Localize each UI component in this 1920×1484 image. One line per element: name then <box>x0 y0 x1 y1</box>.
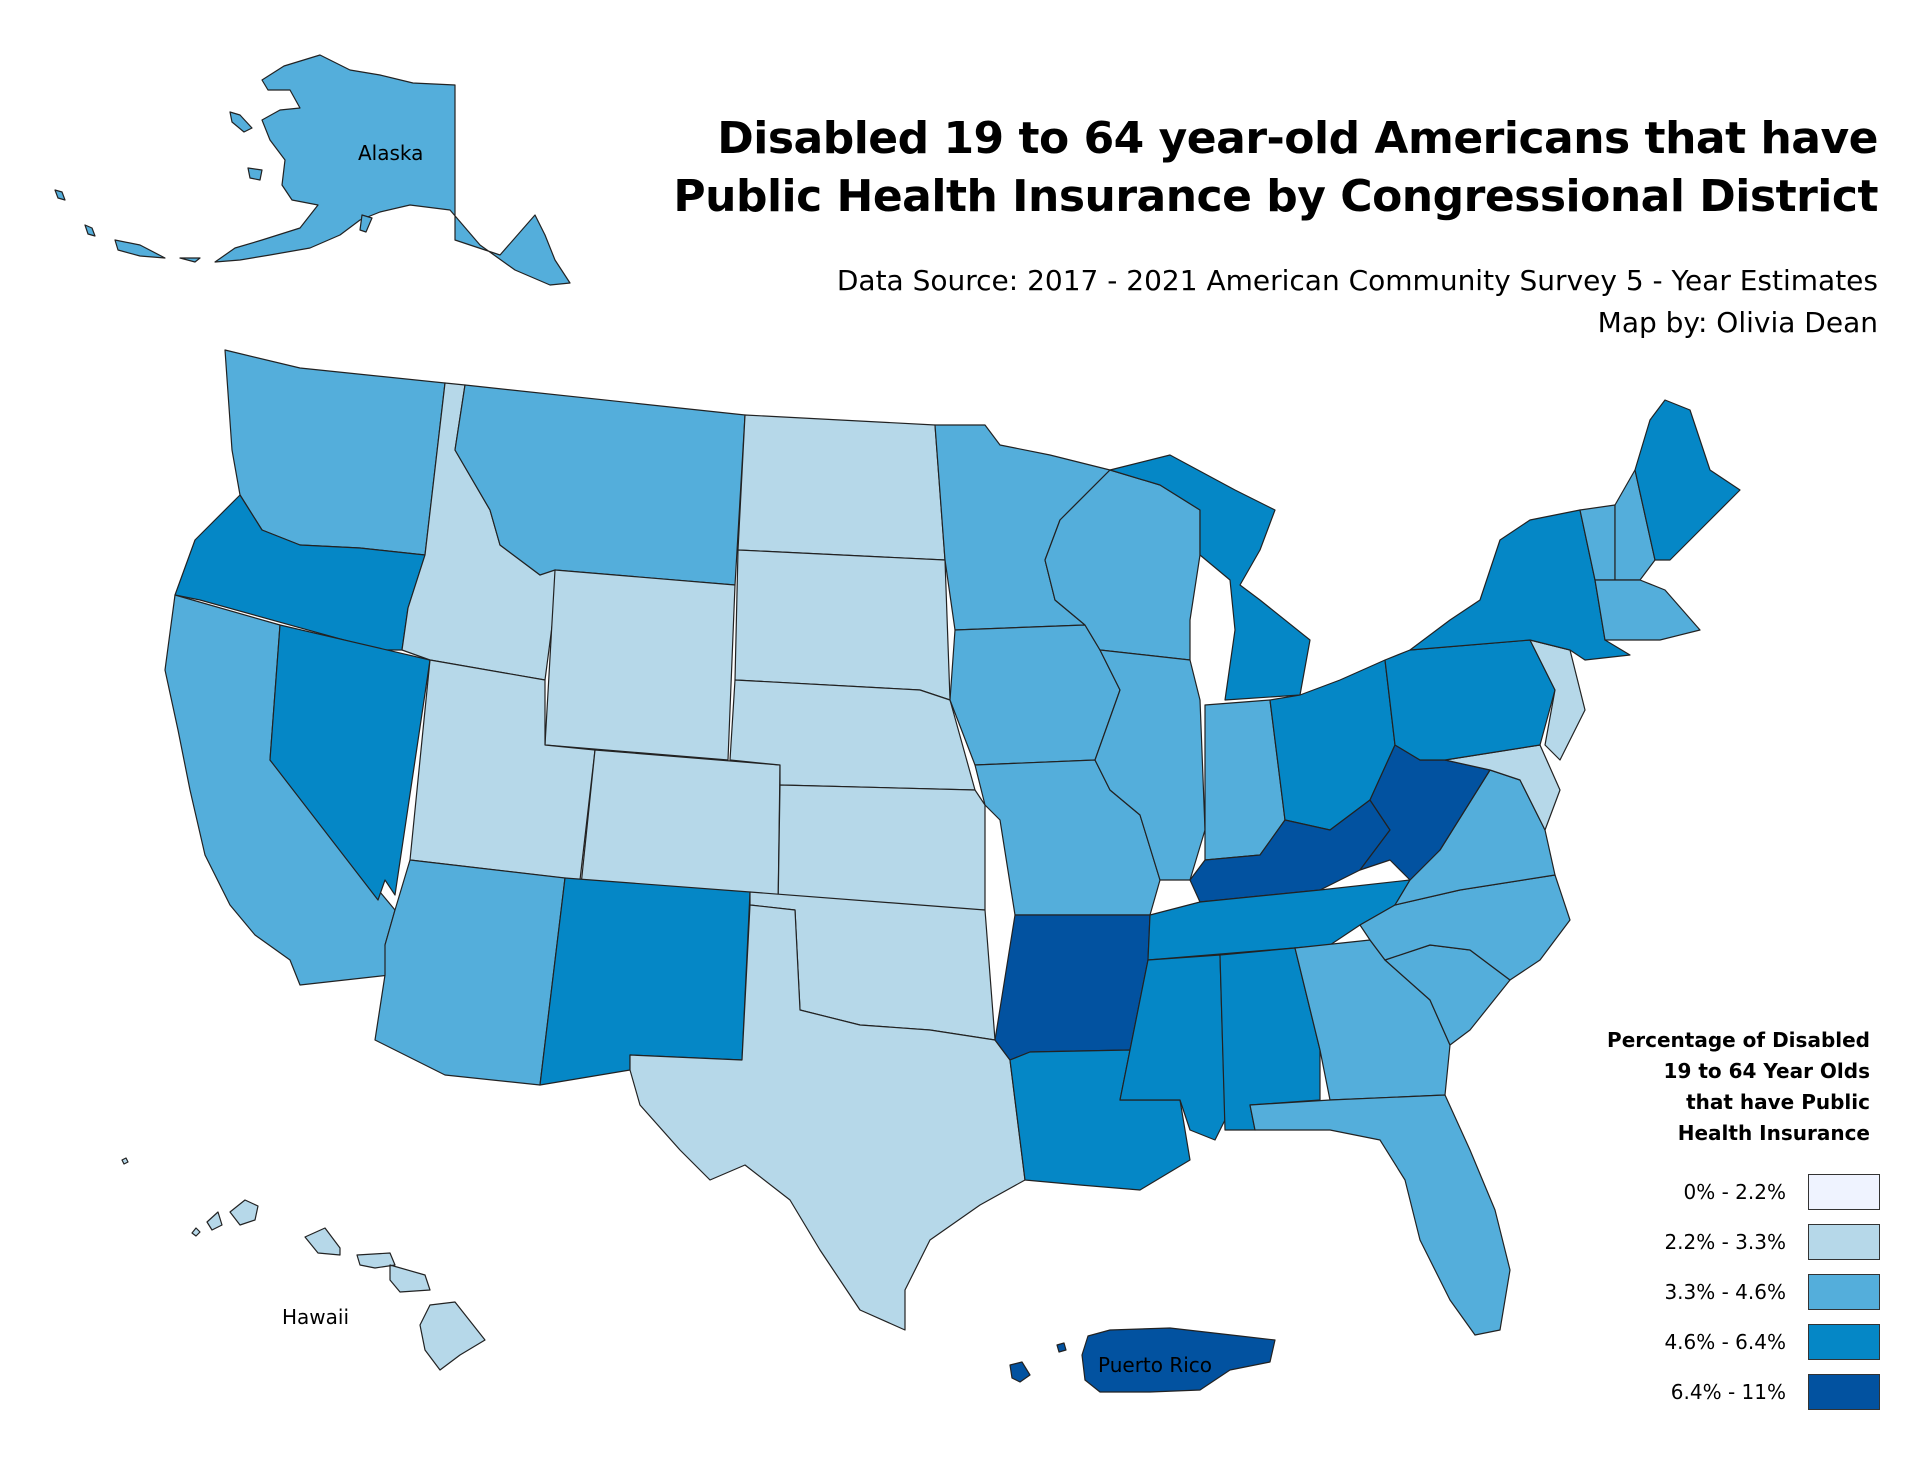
region-north-dakota <box>737 414 946 561</box>
alaska-inset: Alaska <box>54 54 571 286</box>
region-alaska <box>214 54 571 286</box>
legend-item: 2.2% - 3.3% <box>1550 1217 1880 1267</box>
legend-title-line: Percentage of Disabled <box>1607 1028 1870 1052</box>
region-michigan <box>1109 454 1311 701</box>
region-hawaii-niihau <box>191 1227 201 1237</box>
author-credit: Map by: Olivia Dean <box>1597 306 1878 339</box>
legend-title-line: Health Insurance <box>1677 1121 1870 1145</box>
region-arizona <box>374 859 566 1086</box>
legend-swatch <box>1808 1374 1880 1410</box>
region-alaska-island <box>247 167 263 181</box>
region-kansas <box>777 784 986 911</box>
map-subtitle: Data Source: 2017 - 2021 American Commun… <box>837 260 1878 344</box>
region-puerto-rico-islet <box>1056 1342 1067 1353</box>
alaska-label: Alaska <box>358 141 423 165</box>
puerto-rico-inset: Puerto Rico <box>1009 1327 1276 1393</box>
hawaii-inset: Hawaii <box>121 1157 486 1371</box>
map-title: Disabled 19 to 64 year-old Americans tha… <box>673 110 1878 226</box>
legend-items: 0% - 2.2% 2.2% - 3.3% 3.3% - 4.6% 4.6% -… <box>1550 1167 1880 1417</box>
region-maine <box>1634 399 1741 561</box>
data-source-text: Data Source: 2017 - 2021 American Commun… <box>836 264 1878 297</box>
map-title-line-2: Public Health Insurance by Congressional… <box>673 171 1878 222</box>
region-south-dakota <box>734 549 951 701</box>
region-hawaii-oahu <box>304 1227 341 1256</box>
legend-item-label: 4.6% - 6.4% <box>1664 1330 1786 1354</box>
region-puerto-rico <box>1081 1327 1276 1393</box>
legend-swatch <box>1808 1324 1880 1360</box>
region-hawaii-maui <box>356 1252 431 1293</box>
region-alaska-island <box>229 111 253 133</box>
region-hawaii-big-island <box>419 1301 486 1371</box>
contiguous-us <box>164 349 1741 1336</box>
legend-swatch <box>1808 1224 1880 1260</box>
region-hawaii-islet <box>121 1157 129 1165</box>
region-hawaii-kauai <box>229 1199 259 1226</box>
region-alaska-kodiak <box>359 214 373 233</box>
legend-item-label: 6.4% - 11% <box>1670 1380 1786 1404</box>
region-new-mexico <box>539 877 751 1086</box>
legend-item-label: 3.3% - 4.6% <box>1664 1280 1786 1304</box>
map-title-line-1: Disabled 19 to 64 year-old Americans tha… <box>717 113 1878 164</box>
legend-item: 3.3% - 4.6% <box>1550 1267 1880 1317</box>
legend-swatch <box>1808 1174 1880 1210</box>
region-new-hampshire <box>1614 469 1656 581</box>
puerto-rico-label: Puerto Rico <box>1098 1353 1212 1377</box>
region-wyoming <box>544 569 736 761</box>
region-florida <box>1249 1094 1511 1336</box>
legend-item-label: 0% - 2.2% <box>1683 1180 1786 1204</box>
legend-item: 0% - 2.2% <box>1550 1167 1880 1217</box>
region-texas <box>629 904 1026 1331</box>
legend-title-line: 19 to 64 Year Olds <box>1663 1059 1870 1083</box>
region-puerto-rico-island <box>1009 1361 1031 1383</box>
legend-item: 4.6% - 6.4% <box>1550 1317 1880 1367</box>
legend-item-label: 2.2% - 3.3% <box>1664 1230 1786 1254</box>
region-hawaii-kauai-2 <box>206 1211 223 1231</box>
legend-item: 6.4% - 11% <box>1550 1367 1880 1417</box>
hawaii-label: Hawaii <box>282 1305 349 1329</box>
legend-title-line: that have Public <box>1686 1090 1870 1114</box>
region-illinois <box>1094 649 1206 881</box>
legend-title: Percentage of Disabled 19 to 64 Year Old… <box>1550 1025 1880 1149</box>
region-arkansas <box>994 914 1151 1061</box>
legend-swatch <box>1808 1274 1880 1310</box>
region-massachusetts <box>1594 579 1701 641</box>
legend: Percentage of Disabled 19 to 64 Year Old… <box>1550 1025 1880 1417</box>
region-pennsylvania <box>1384 639 1556 761</box>
region-iowa <box>949 624 1121 766</box>
region-alaska-aleutians <box>54 189 201 263</box>
